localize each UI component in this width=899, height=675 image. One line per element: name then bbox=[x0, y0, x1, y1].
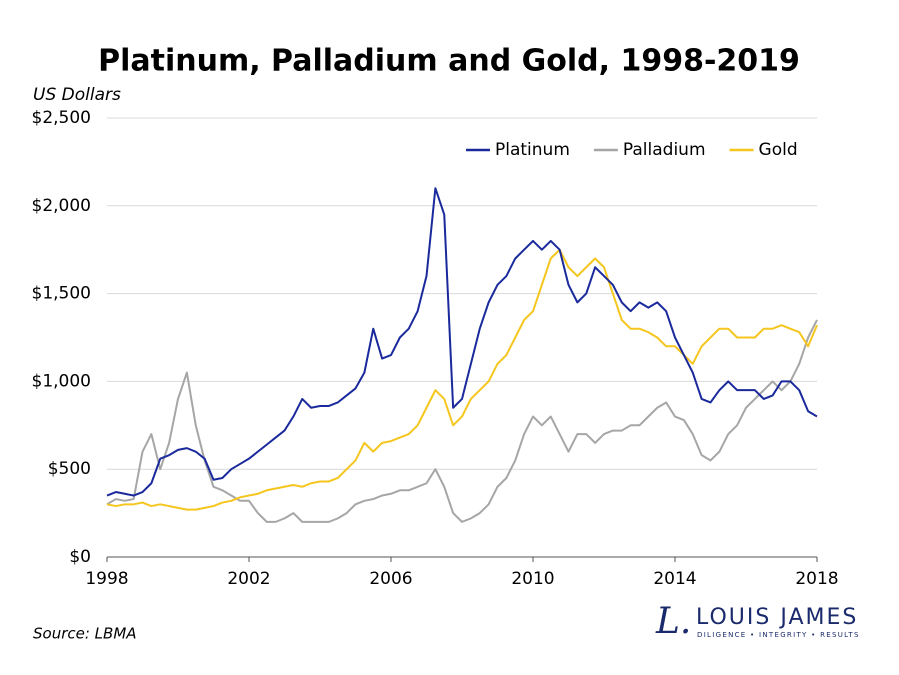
logo-name: LOUIS JAMES bbox=[696, 605, 858, 630]
logo-tagline: DILIGENCE • INTEGRITY • RESULTS bbox=[697, 631, 860, 639]
logo-mark: L. bbox=[655, 601, 691, 642]
series-line bbox=[106, 248, 818, 511]
y-tick-label: $2,000 bbox=[32, 196, 91, 216]
y-axis-label: US Dollars bbox=[33, 85, 121, 105]
legend-label: Platinum bbox=[495, 140, 570, 160]
series-line bbox=[106, 187, 818, 497]
series-line bbox=[106, 319, 818, 523]
source: Source: LBMA bbox=[33, 625, 137, 643]
y-tick-label: $1,000 bbox=[32, 371, 91, 391]
chart-title: Platinum, Palladium and Gold, 1998-2019 bbox=[98, 44, 800, 79]
y-tick-label: $500 bbox=[48, 459, 91, 479]
x-tick-label: 2018 bbox=[795, 569, 838, 589]
y-tick-label: $1,500 bbox=[32, 284, 91, 304]
y-tick-label: $2,500 bbox=[32, 108, 91, 128]
x-tick-label: 2010 bbox=[511, 569, 554, 589]
x-tick-label: 2006 bbox=[369, 569, 412, 589]
x-tick-label: 2014 bbox=[653, 569, 696, 589]
x-tick-label: 2002 bbox=[227, 569, 270, 589]
x-tick-label: 1998 bbox=[85, 569, 128, 589]
legend-label: Gold bbox=[759, 140, 798, 160]
y-tick-label: $0 bbox=[69, 547, 91, 567]
legend-label: Palladium bbox=[623, 140, 706, 160]
